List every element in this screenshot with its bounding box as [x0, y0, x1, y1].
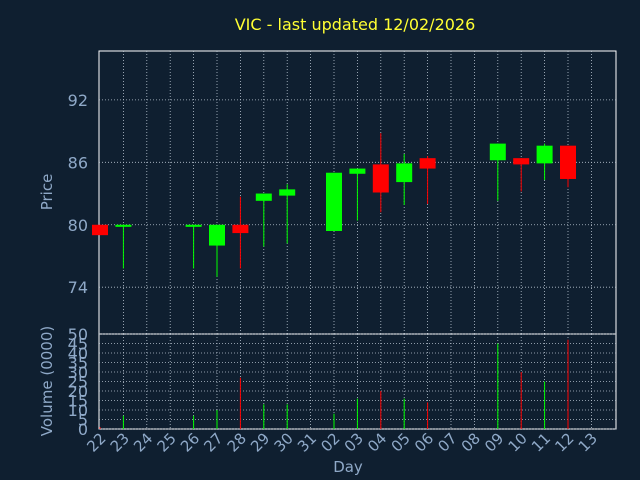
volume-tick-label: 50	[68, 325, 88, 344]
candle-body	[209, 224, 225, 246]
x-tick-label: 09	[481, 429, 507, 455]
x-tick-label: 12	[551, 429, 577, 455]
x-tick-label: 29	[247, 429, 273, 455]
x-axis-label: Day	[333, 458, 363, 476]
volume-tick-label: 0	[78, 420, 88, 439]
x-tick-label: 06	[411, 429, 437, 455]
volume-tick-label: 15	[68, 392, 88, 411]
candle-body	[349, 168, 366, 174]
price-panel: 74 80 86 92 Price	[38, 50, 617, 335]
volume-axis-label: Volume (0000)	[38, 326, 56, 436]
price-tick-label: 86	[68, 153, 88, 172]
price-tick-label: 92	[68, 91, 88, 110]
candle-body	[536, 145, 553, 164]
x-tick-label: 05	[388, 429, 414, 455]
volume-tick-label: 30	[68, 363, 88, 382]
volume-tick-label: 45	[68, 335, 88, 354]
price-tick-label: 74	[68, 278, 88, 297]
price-axis-label: Price	[38, 174, 56, 211]
candle-body	[255, 193, 272, 201]
volume-tick-label: 10	[68, 401, 88, 420]
volume-tick-label: 20	[68, 382, 88, 401]
x-tick-label: 11	[528, 429, 554, 455]
chart-title: VIC - last updated 12/02/2026	[235, 15, 476, 34]
price-candles	[92, 133, 576, 277]
candle-body	[185, 224, 202, 227]
x-axis-ticks: 2223242526272829303102030405060708091011…	[83, 429, 601, 455]
candle-body	[92, 224, 108, 236]
candle-body	[326, 172, 342, 231]
x-tick-label: 28	[224, 429, 250, 455]
volume-tick-label: 25	[68, 373, 88, 392]
x-tick-label: 08	[458, 429, 484, 455]
candle-body	[560, 145, 576, 179]
x-tick-label: 31	[294, 429, 320, 455]
x-tick-label: 03	[341, 429, 367, 455]
x-tick-label: 27	[200, 429, 226, 455]
candle-body	[372, 164, 389, 193]
x-tick-label: 30	[271, 429, 297, 455]
x-tick-label: 26	[177, 429, 203, 455]
volume-tick-label: 35	[68, 354, 88, 373]
price-tick-label: 80	[68, 216, 88, 235]
volume-tick-label: 40	[68, 344, 88, 363]
x-tick-label: 10	[505, 429, 531, 455]
candle-body	[419, 158, 436, 169]
x-tick-label: 23	[107, 429, 133, 455]
candle-body	[513, 158, 530, 165]
x-tick-label: 25	[154, 429, 180, 455]
x-tick-label: 07	[434, 429, 460, 455]
price-y-ticks: 74 80 86 92	[68, 91, 88, 297]
volume-bars	[99, 339, 569, 429]
candle-body	[232, 224, 249, 234]
volume-tick-label: 5	[78, 411, 88, 430]
x-tick-label: 04	[364, 429, 390, 455]
x-tick-label: 13	[575, 429, 601, 455]
candle-body	[396, 163, 413, 183]
candle-body	[489, 143, 506, 161]
candle-body	[279, 189, 296, 196]
x-tick-label: 24	[130, 429, 156, 455]
candle-body	[115, 224, 132, 227]
x-tick-label: 02	[317, 429, 343, 455]
